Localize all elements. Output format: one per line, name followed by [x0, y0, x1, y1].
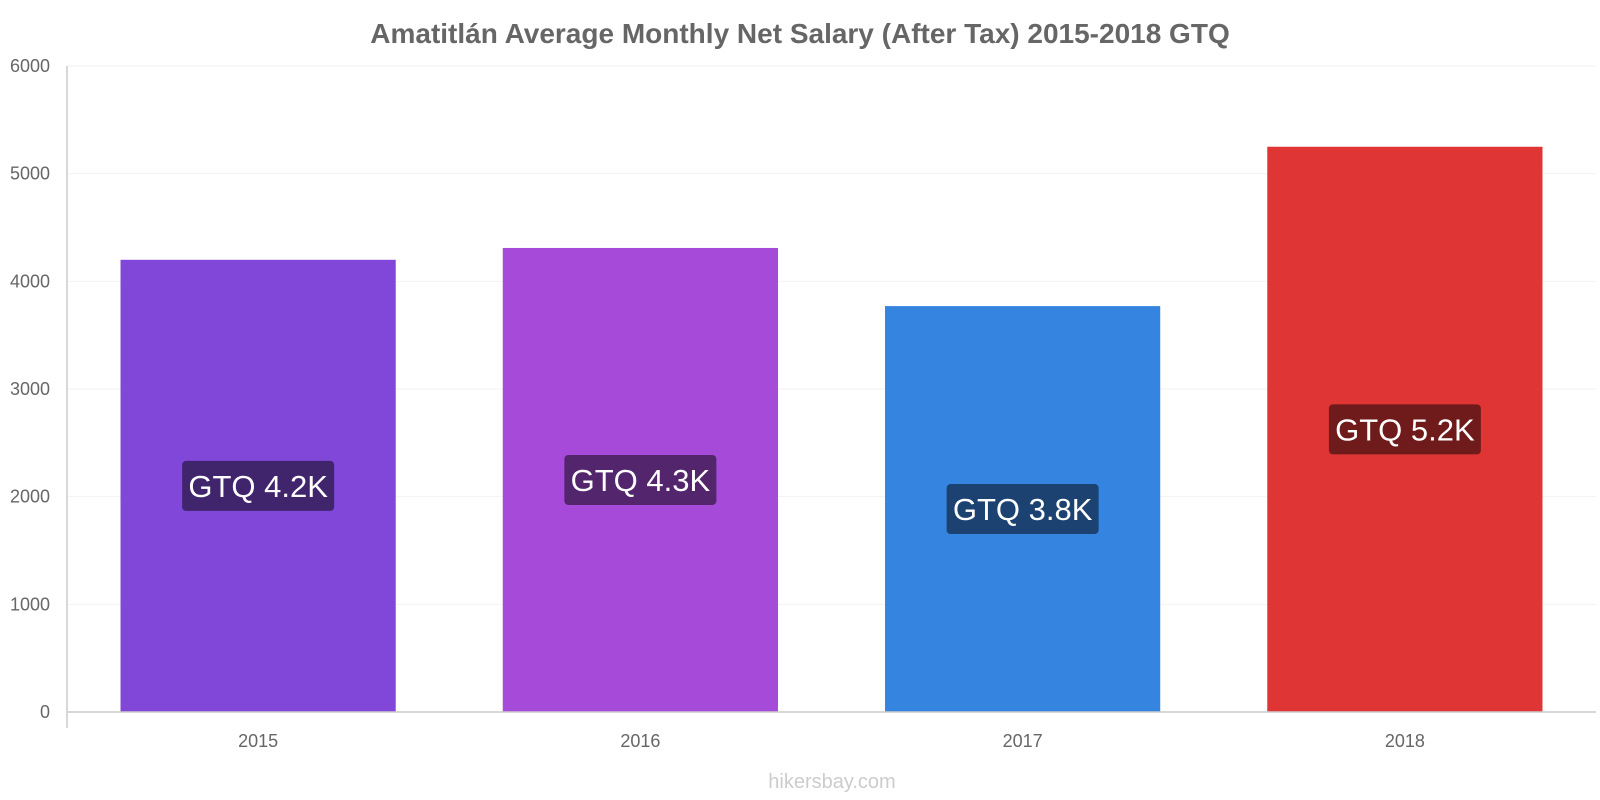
data-labels: GTQ 4.2K GTQ 4.3K GTQ 3.8K GTQ 5.2K — [182, 404, 1481, 535]
axes — [66, 66, 1596, 728]
x-tick-label: 2018 — [1385, 731, 1425, 751]
source-credit: hikersbay.com — [768, 771, 895, 793]
y-tick-label: 2000 — [10, 487, 50, 507]
chart-title: Amatitlán Average Monthly Net Salary (Af… — [370, 18, 1229, 49]
data-label-2018: GTQ 5.2K — [1335, 412, 1475, 447]
x-tick-label: 2016 — [620, 731, 660, 751]
data-label-2017: GTQ 3.8K — [953, 492, 1093, 527]
y-tick-label: 4000 — [10, 271, 50, 291]
y-tick-labels: 0 1000 2000 3000 4000 5000 6000 — [10, 56, 50, 722]
y-tick-label: 0 — [40, 702, 50, 722]
data-label-box — [182, 460, 335, 511]
y-tick-label: 1000 — [10, 594, 50, 614]
y-tick-label: 3000 — [10, 379, 50, 399]
x-tick-label: 2017 — [1003, 731, 1043, 751]
data-label-box — [1328, 404, 1481, 455]
x-tick-labels: 2015 2016 2017 2018 — [238, 731, 1425, 751]
y-tick-label: 5000 — [10, 164, 50, 184]
x-tick-label: 2015 — [238, 731, 278, 751]
data-label-2016: GTQ 4.3K — [571, 463, 711, 498]
data-label-box — [564, 454, 717, 505]
y-tick-label: 6000 — [10, 56, 50, 76]
data-label-2015: GTQ 4.2K — [188, 469, 328, 504]
data-label-box — [946, 484, 1099, 535]
